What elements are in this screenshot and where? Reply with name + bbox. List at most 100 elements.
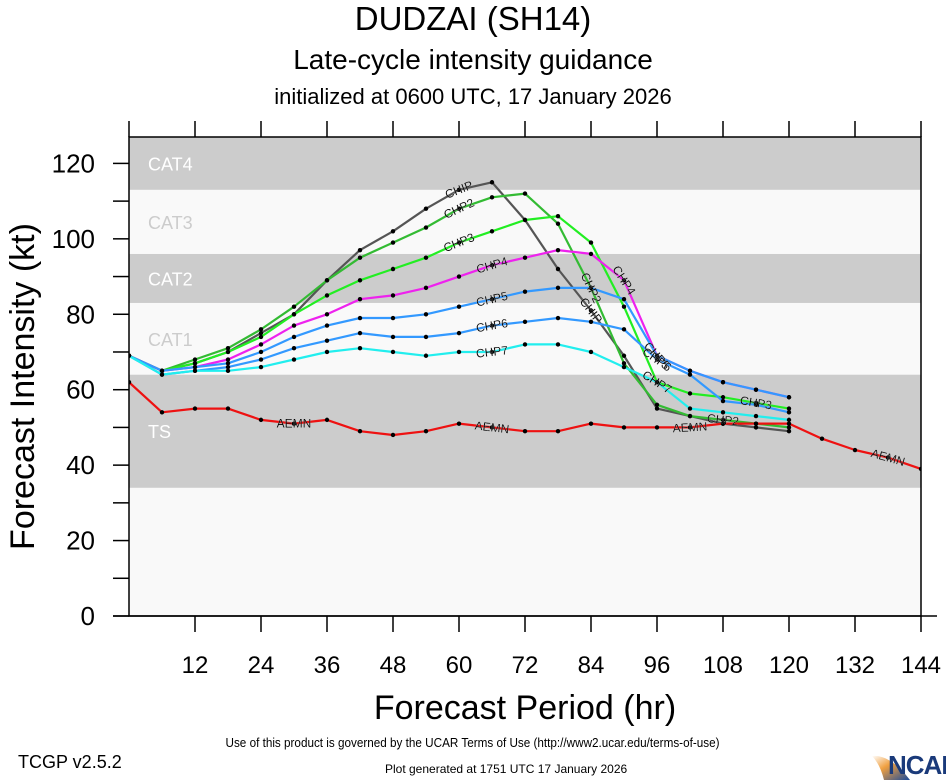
data-point-chp7 (687, 406, 693, 411)
data-point-chp6 (324, 338, 330, 343)
data-point-chp2 (489, 195, 495, 200)
data-point-chp3 (555, 214, 561, 219)
data-point-chp7 (159, 372, 165, 377)
x-tick-label: 96 (644, 652, 671, 679)
data-point-aemn (291, 421, 297, 426)
data-point-aemn (621, 425, 627, 430)
band-label-cat2: CAT2 (148, 269, 193, 289)
data-point-chp3 (192, 361, 198, 366)
data-point-chp2 (786, 425, 792, 430)
data-point-aemn (852, 447, 858, 453)
data-point-chp5 (423, 312, 429, 317)
data-point-chp2 (192, 357, 198, 362)
data-point-chip (753, 425, 759, 430)
data-point-chp5 (159, 368, 165, 374)
data-point-chp7 (720, 410, 726, 415)
x-tick-label: 108 (703, 652, 743, 679)
data-point-chp5 (720, 379, 726, 385)
data-point-chp7 (522, 342, 528, 347)
data-point-aemn (885, 455, 891, 460)
data-point-chp4 (357, 296, 363, 302)
ncar-logo: NCAR (888, 750, 946, 780)
band-cat1 (129, 302, 921, 375)
data-point-chp2 (357, 255, 363, 260)
data-point-chp3 (687, 391, 693, 396)
data-point-aemn (588, 421, 594, 426)
data-point-chp7 (786, 417, 792, 423)
data-point-chp3 (324, 293, 330, 298)
data-point-chp3 (456, 240, 462, 245)
data-point-chp6 (291, 346, 297, 351)
data-point-chp4 (522, 255, 528, 260)
data-point-chp2 (423, 225, 429, 230)
series-label-chp6: CHP6 (475, 316, 509, 335)
data-point-chp3 (489, 229, 495, 234)
data-point-chp7 (258, 364, 264, 370)
y-tick-label: 20 (66, 526, 95, 556)
band-label-cat1: CAT1 (148, 330, 193, 350)
data-point-chip (357, 247, 363, 253)
data-point-aemn (654, 425, 660, 430)
series-label-chp3: CHP3 (739, 393, 773, 412)
y-tick-label: 120 (52, 148, 95, 178)
data-point-chip (423, 206, 429, 211)
data-point-aemn (159, 410, 165, 415)
x-tick-label: 60 (446, 652, 473, 679)
data-point-chp5 (324, 323, 330, 328)
data-point-chp5 (291, 334, 297, 340)
data-point-chp7 (456, 349, 462, 355)
data-point-aemn (555, 428, 561, 434)
data-point-chp7 (192, 368, 198, 374)
intensity-chart: TS CAT1 CAT2 CAT3 CAT4 0 20 40 60 80 100 120 12 24 36 4… (4, 121, 941, 727)
data-point-chp6 (687, 372, 693, 377)
data-point-chp7 (423, 353, 429, 358)
data-point-chp5 (489, 296, 495, 302)
data-point-chip (390, 229, 396, 234)
data-point-chp2 (555, 221, 561, 226)
data-point-chip (456, 187, 462, 193)
data-point-chp3 (225, 349, 231, 355)
data-point-chp5 (555, 285, 561, 291)
data-point-chp4 (621, 278, 627, 283)
data-point-chip (588, 308, 594, 313)
data-point-chp6 (225, 364, 231, 370)
data-point-aemn (129, 379, 132, 385)
data-point-aemn (819, 436, 825, 441)
data-point-aemn (423, 428, 429, 434)
data-point-chp2 (456, 206, 462, 211)
data-point-aemn (522, 428, 528, 434)
data-point-aemn (918, 466, 921, 472)
data-point-chp4 (258, 342, 264, 347)
series-layer (129, 180, 921, 472)
data-point-chp6 (786, 410, 792, 415)
data-point-chp3 (291, 312, 297, 317)
data-point-chp7 (588, 349, 594, 355)
data-point-chp6 (258, 357, 264, 362)
data-point-chp5 (357, 315, 363, 321)
data-point-chp2 (324, 278, 330, 283)
data-point-chp5 (192, 364, 198, 370)
data-point-chp3 (588, 240, 594, 245)
data-point-chip (555, 266, 561, 272)
data-point-aemn (390, 432, 396, 438)
data-point-chp2 (720, 417, 726, 423)
data-point-chp7 (357, 346, 363, 351)
data-point-chp7 (324, 349, 330, 355)
data-point-chip (489, 180, 495, 185)
x-tick-label: 12 (182, 652, 209, 679)
data-point-chp5 (753, 387, 759, 392)
data-point-chp7 (654, 379, 660, 385)
data-point-chp7 (555, 342, 561, 347)
data-point-aemn (489, 425, 495, 430)
data-point-aemn (258, 417, 264, 423)
data-point-chp2 (654, 402, 660, 407)
data-point-chp4 (456, 274, 462, 279)
data-point-chp6 (555, 315, 561, 321)
data-point-chp6 (423, 334, 429, 340)
data-point-chp2 (258, 327, 264, 332)
data-point-chp4 (291, 323, 297, 328)
data-point-chp2 (522, 191, 528, 196)
chart-subtitle: Late-cycle intensity guidance (293, 44, 653, 75)
data-point-chp4 (555, 247, 561, 253)
data-point-chp6 (720, 398, 726, 404)
